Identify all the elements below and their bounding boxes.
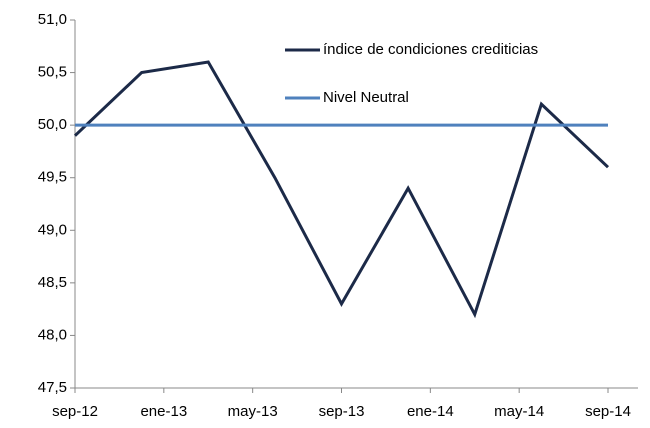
legend-label: índice de condiciones crediticias	[323, 41, 538, 58]
x-tick-label: may-14	[494, 403, 544, 420]
x-tick-label: sep-12	[52, 403, 98, 420]
series-line	[73, 60, 610, 319]
legend-label: Nivel Neutral	[323, 89, 409, 106]
y-tick-label: 50,0	[38, 116, 67, 133]
y-tick-label: 48,0	[38, 326, 67, 343]
x-tick-label: may-13	[228, 403, 278, 420]
y-tick-label: 47,5	[38, 379, 67, 396]
x-tick-label: ene-13	[140, 403, 187, 420]
y-tick-label: 48,5	[38, 274, 67, 291]
y-tick-label: 50,5	[38, 64, 67, 81]
y-tick-label: 49,5	[38, 169, 67, 186]
x-tick-label: sep-13	[319, 403, 365, 420]
x-tick-label: ene-14	[407, 403, 454, 420]
y-tick-label: 49,0	[38, 221, 67, 238]
x-tick-label: sep-14	[585, 403, 631, 420]
y-tick-label: 51,0	[38, 11, 67, 28]
